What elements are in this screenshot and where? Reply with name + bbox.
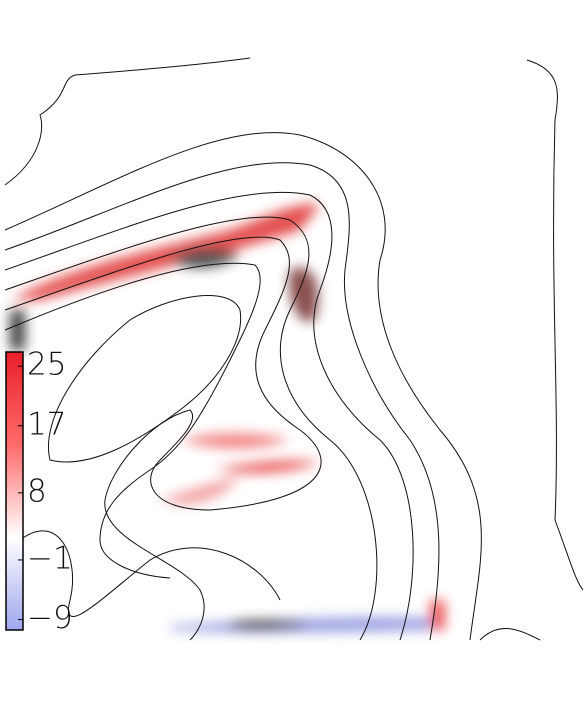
contour: [4, 262, 261, 579]
field: [10, 204, 445, 633]
contour: [479, 627, 541, 641]
field-blob: [289, 267, 319, 322]
field-blob: [170, 248, 240, 268]
field-blob: [12, 204, 320, 300]
contours: [4, 57, 584, 641]
contour: [526, 59, 584, 591]
contour: [4, 191, 414, 641]
contour: [4, 216, 378, 641]
field-blob: [430, 600, 445, 630]
field-blob: [180, 433, 290, 449]
colorbar-tick-label: −1: [27, 540, 73, 576]
contour: [4, 57, 251, 186]
colorbar-tick-label: 17: [27, 406, 66, 442]
colorbar: [5, 351, 24, 631]
field-blob: [160, 478, 240, 504]
field-blob: [10, 310, 25, 350]
field-blob: [215, 460, 320, 474]
colorbar-tick-label: 8: [27, 473, 47, 509]
contour: [4, 236, 322, 641]
contour: [4, 162, 440, 641]
contour: [19, 530, 281, 618]
field-blob: [230, 619, 310, 631]
contour: [48, 295, 242, 463]
colorbar-tick-label: −9: [27, 600, 73, 636]
colorbar-tick-label: 25: [27, 347, 66, 383]
contour: [4, 132, 482, 641]
